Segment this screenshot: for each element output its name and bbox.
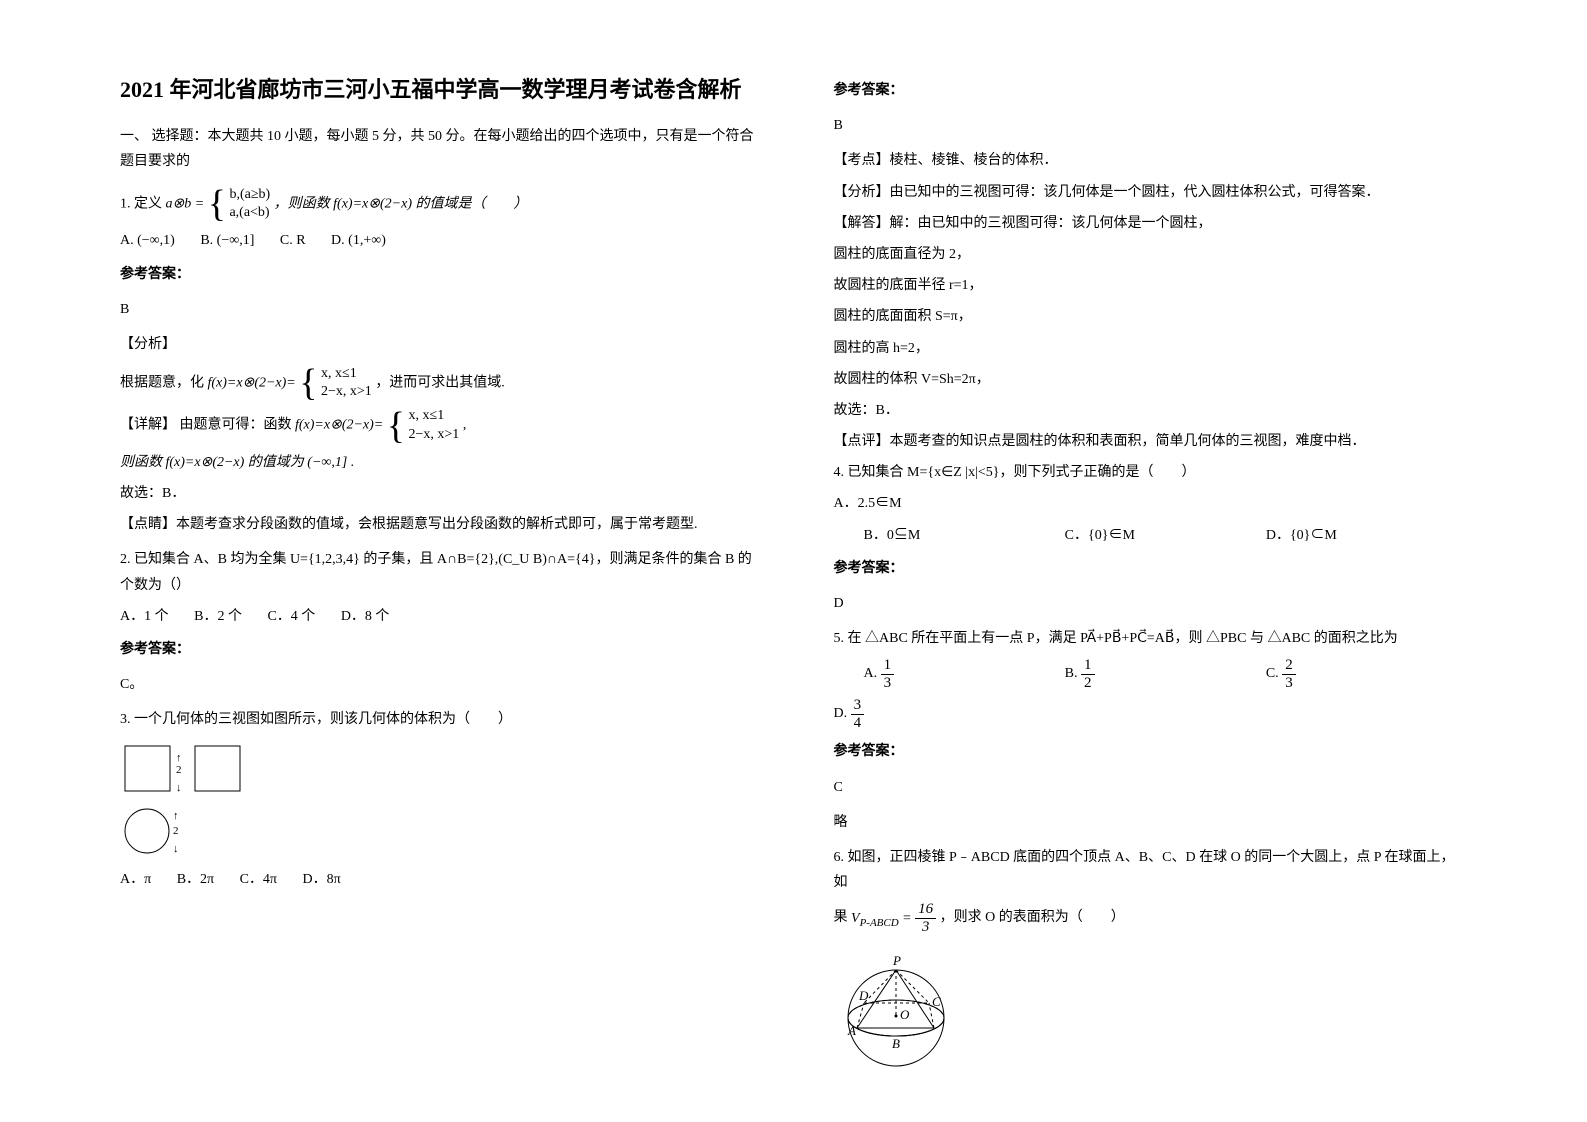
q4-stem: 4. 已知集合 M={x∈Z |x|<5}，则下列式子正确的是（ ） [834,460,1468,485]
q1-comment: 【点睛】本题考查求分段函数的值域，会根据题意写出分段函数的解析式即可，属于常考题… [120,512,754,537]
q3-sol2: 圆柱的底面直径为 2， [834,242,1468,267]
problem-3: 3. 一个几何体的三视图如图所示，则该几何体的体积为（ ） ↑ 2 ↓ ←2→ … [120,707,754,891]
q1-stem-post: ，则函数 f(x)=x⊗(2−x) 的值域是（ ） [274,196,528,211]
analysis-label: 【分析】 [120,332,754,357]
q2-optC: C．4 个 [267,609,315,624]
q3-optC: C．4π [240,872,277,887]
q3-sol5: 圆柱的高 h=2， [834,336,1468,361]
svg-text:2: 2 [176,764,182,776]
q3-stem: 3. 一个几何体的三视图如图所示，则该几何体的体积为（ ） [120,707,754,732]
q1-options: A. (−∞,1) B. (−∞,1] C. R D. (1,+∞) [120,228,754,253]
q4-optD: D．{0}⊂M [1266,523,1467,548]
svg-text:A: A [847,1023,856,1038]
problem-5: 5. 在 △ABC 所在平面上有一点 P，满足 PA⃗+PB⃗+PC⃗=AB⃗，… [834,626,1468,835]
q1-case2: a,(a<b) [229,205,269,220]
q1-detail: 【详解】 由题意可得：函数 f(x)=x⊗(2−x)= { x, x≤1 2−x… [120,407,754,443]
svg-text:P: P [892,953,901,968]
q6-figure: P A B C D O [834,943,964,1073]
q3-figure-top: ↑ 2 ↓ ←2→ [120,741,250,796]
svg-text:2: 2 [173,825,179,837]
right-column: 参考答案： B 【考点】棱柱、棱锥、棱台的体积． 【分析】由已知中的三视图可得：… [794,70,1488,1082]
q1-stem-pre: 1. 定义 [120,196,162,211]
q5-optC: C. 23 [1266,657,1467,691]
q3-sol1: 【解答】解：由已知中的三视图可得：该几何体是一个圆柱， [834,211,1468,236]
q1-result: 则函数 f(x)=x⊗(2−x) 的值域为 (−∞,1] . [120,450,754,475]
q2-stem: 2. 已知集合 A、B 均为全集 U={1,2,3,4} 的子集，且 A∩B={… [120,547,754,597]
q5-optB: B. 12 [1065,657,1266,691]
q1-stem: 1. 定义 a⊗b = { b,(a≥b) a,(a<b) ，则函数 f(x)=… [120,186,754,222]
q1-answer: B [120,297,754,322]
q3-optA: A．π [120,872,151,887]
q2-optD: D．8 个 [341,609,390,624]
page-title: 2021 年河北省廊坊市三河小五福中学高一数学理月考试卷含解析 [120,70,754,110]
ref-answer-label-4: 参考答案： [834,556,1468,581]
q1-optB: B. (−∞,1] [200,233,254,248]
ref-answer-label-2: 参考答案： [120,637,754,662]
q6-volume: VP-ABCD = 163 [851,911,940,926]
ref-answer-label-5: 参考答案： [834,739,1468,764]
q1-piecewise: { b,(a≥b) a,(a<b) [208,186,270,222]
problem-2: 2. 已知集合 A、B 均为全集 U={1,2,3,4} 的子集，且 A∩B={… [120,547,754,697]
q3-sol4: 圆柱的底面面积 S=π， [834,304,1468,329]
q6-stem2: 果 VP-ABCD = 163 ，则求 O 的表面积为（ ） [834,901,1468,935]
q4-optA: A．2.5∈M [834,491,1468,516]
section-intro: 一、 选择题：本大题共 10 小题，每小题 5 分，共 50 分。在每小题给出的… [120,124,754,174]
q3-sol3: 故圆柱的底面半径 r=1， [834,273,1468,298]
q1-fcase1: x, x≤1 [321,366,357,381]
svg-text:D: D [858,988,869,1003]
svg-text:↑: ↑ [173,810,179,822]
q1-analysis-pre: 根据题意，化 [120,376,204,391]
svg-text:←2→: ←2→ [125,794,153,796]
detail-label: 【详解】 [120,418,176,433]
q3-analysis: 【分析】由已知中的三视图可得：该几何体是一个圆柱，代入圆柱体积公式，可得答案． [834,180,1468,205]
q5-answer: C [834,775,1468,800]
svg-text:C: C [932,994,941,1009]
q5-opts-abc: A. 13 B. 12 C. 23 [834,657,1468,691]
q1-def: a⊗b = [166,196,208,211]
q1-analysis: 根据题意，化 f(x)=x⊗(2−x)= { x, x≤1 2−x, x>1 ，… [120,365,754,401]
problem-6: 6. 如图，正四棱锥 P﹣ABCD 底面的四个顶点 A、B、C、D 在球 O 的… [834,845,1468,1073]
q3-optD: D．8π [303,872,341,887]
q3-exampoint: 【考点】棱柱、棱锥、棱台的体积． [834,148,1468,173]
q1-case1: b,(a≥b) [229,187,270,202]
q6-stem: 6. 如图，正四棱锥 P﹣ABCD 底面的四个顶点 A、B、C、D 在球 O 的… [834,845,1468,895]
q2-optA: A．1 个 [120,609,169,624]
q1-optC: C. R [280,233,306,248]
problem-1: 1. 定义 a⊗b = { b,(a≥b) a,(a<b) ，则函数 f(x)=… [120,186,754,537]
q4-optB: B．0⊆M [864,523,1065,548]
ref-answer-label: 参考答案： [120,262,754,287]
q1-detail-pre: 由题意可得：函数 [180,418,292,433]
q4-answer: D [834,591,1468,616]
ref-answer-label-3: 参考答案： [834,78,1468,103]
q1-optD: D. (1,+∞) [331,233,386,248]
q1-optA: A. (−∞,1) [120,233,175,248]
svg-text:B: B [892,1036,900,1051]
q5-stem: 5. 在 △ABC 所在平面上有一点 P，满足 PA⃗+PB⃗+PC⃗=AB⃗，… [834,626,1468,651]
q3-sol6: 故圆柱的体积 V=Sh=2π， [834,367,1468,392]
svg-text:↓: ↓ [173,843,179,855]
q5-optA: A. 13 [864,657,1065,691]
q3-review: 【点评】本题考查的知识点是圆柱的体积和表面积，简单几何体的三视图，难度中档． [834,429,1468,454]
q1-select: 故选：B． [120,481,754,506]
problem-4: 4. 已知集合 M={x∈Z |x|<5}，则下列式子正确的是（ ） A．2.5… [834,460,1468,616]
q3-select: 故选：B． [834,398,1468,423]
q3-answer: B [834,113,1468,138]
left-column: 2021 年河北省廊坊市三河小五福中学高一数学理月考试卷含解析 一、 选择题：本… [100,70,794,1082]
q4-opts-bcd: B．0⊆M C．{0}∈M D．{0}⊂M [834,523,1468,548]
q5-optD: D. 34 [834,697,1468,731]
q2-answer: C。 [120,672,754,697]
q1-fcase2: 2−x, x>1 [321,384,372,399]
svg-text:↑: ↑ [176,752,182,764]
svg-text:↓: ↓ [176,782,182,794]
q2-optB: B．2 个 [194,609,242,624]
q5-brief: 略 [834,810,1468,835]
q2-options: A．1 个 B．2 个 C．4 个 D．8 个 [120,604,754,629]
svg-text:O: O [900,1007,910,1022]
q4-optC: C．{0}∈M [1065,523,1266,548]
q3-figure-bottom: ↑ 2 ↓ [120,804,200,859]
q3-optB: B．2π [177,872,214,887]
q1-analysis-post: ，进而可求出其值域. [375,376,505,391]
q3-options: A．π B．2π C．4π D．8π [120,867,754,892]
